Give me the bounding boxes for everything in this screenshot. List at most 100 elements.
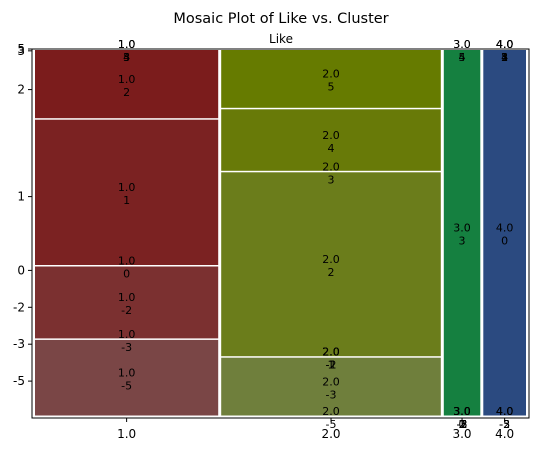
cell-label-like: 3.0 xyxy=(453,38,471,51)
cell-label-like: 4.0 xyxy=(496,38,514,51)
y-tick-label: 3 xyxy=(17,44,25,58)
chart-title: Mosaic Plot of Like vs. Cluster xyxy=(173,11,388,27)
mosaic-cell-2.0-2 xyxy=(221,172,441,357)
mosaic-cell-labels: 1.0-51.0-31.0-21.001.011.021.031.041.052… xyxy=(118,38,514,431)
cell-label-like: 4.0 xyxy=(496,38,514,51)
cell-label-cluster: 4 xyxy=(459,51,466,64)
cell-label-like: 4.0 xyxy=(496,38,514,51)
cell-label-like: 3.0 xyxy=(453,405,471,418)
cell-label-cluster: 2 xyxy=(501,51,508,64)
cell-label-cluster: 5 xyxy=(328,81,335,94)
cell-label-cluster: 1 xyxy=(328,359,335,372)
mosaic-cell-1.0-2 xyxy=(35,50,219,119)
mosaic-cell-1.0--2 xyxy=(35,266,219,339)
cell-label-like: 2.0 xyxy=(322,375,340,388)
y-tick-label: 1 xyxy=(17,190,25,204)
cell-label-cluster: 0 xyxy=(459,418,466,431)
cell-label-like: 1.0 xyxy=(118,181,136,194)
cell-label-like: 3.0 xyxy=(453,38,471,51)
cell-label-like: 2.0 xyxy=(322,129,340,142)
cell-label-cluster: -3 xyxy=(121,341,132,354)
plot-frame xyxy=(31,48,530,419)
cell-label-like: 3.0 xyxy=(453,405,471,418)
cell-label-cluster: -2 xyxy=(326,359,337,372)
cell-label-like: 3.0 xyxy=(453,405,471,418)
cell-label-cluster: 0 xyxy=(123,268,130,281)
mosaic-cell-2.0-5 xyxy=(221,50,441,108)
cell-label-cluster: 3 xyxy=(328,173,335,186)
mosaic-cell-2.0--3 xyxy=(221,357,441,416)
cell-label-cluster: -5 xyxy=(121,380,132,393)
cell-label-like: 2.0 xyxy=(322,253,340,266)
cell-label-cluster: 0 xyxy=(501,235,508,248)
mosaic-cell-4.0-0 xyxy=(483,50,526,416)
cell-label-like: 1.0 xyxy=(118,38,136,51)
cell-label-like: 1.0 xyxy=(118,367,136,380)
cell-label-cluster: 3 xyxy=(123,51,130,64)
mosaic-cell-1.0-1 xyxy=(35,119,219,265)
cell-label-cluster: -2 xyxy=(457,418,468,431)
cell-label-like: 3.0 xyxy=(453,405,471,418)
cell-label-like: 2.0 xyxy=(322,68,340,81)
cell-label-cluster: -3 xyxy=(499,418,510,431)
cell-label-like: 4.0 xyxy=(496,38,514,51)
x-tick-label: 1.0 xyxy=(117,427,136,441)
cell-label-cluster: -5 xyxy=(457,418,468,431)
mosaic-cell-3.0-3 xyxy=(443,50,481,416)
y-tick-label: 2 xyxy=(17,83,25,97)
x-tick-label: 3.0 xyxy=(452,427,471,441)
cell-label-like: 4.0 xyxy=(496,405,514,418)
cell-label-cluster: 5 xyxy=(459,51,466,64)
cell-label-like: 4.0 xyxy=(496,405,514,418)
cell-label-cluster: 2 xyxy=(459,418,466,431)
cell-label-like: 4.0 xyxy=(496,38,514,51)
cell-label-like: 4.0 xyxy=(496,222,514,235)
cell-label-cluster: 2 xyxy=(123,86,130,99)
cell-label-cluster: 1 xyxy=(501,51,508,64)
mosaic-cell-2.0-4 xyxy=(221,109,441,171)
cell-label-like: 2.0 xyxy=(322,346,340,359)
cell-label-cluster: -2 xyxy=(499,418,510,431)
cell-label-like: 1.0 xyxy=(118,38,136,51)
mosaic-cell-1.0--5 xyxy=(35,339,219,416)
cell-label-cluster: -5 xyxy=(326,418,337,431)
y-tick-label: -3 xyxy=(13,337,25,351)
cell-label-cluster: 3 xyxy=(459,235,466,248)
cell-label-like: 1.0 xyxy=(118,255,136,268)
cell-label-like: 4.0 xyxy=(496,405,514,418)
cell-label-cluster: -1 xyxy=(326,359,337,372)
cell-label-like: 2.0 xyxy=(322,160,340,173)
cell-label-cluster: -3 xyxy=(457,418,468,431)
cell-label-like: 1.0 xyxy=(118,291,136,304)
x-tick-label: 2.0 xyxy=(321,427,340,441)
cell-label-cluster: -5 xyxy=(499,418,510,431)
cell-label-cluster: 5 xyxy=(501,51,508,64)
cell-label-cluster: 1 xyxy=(459,418,466,431)
y-tick-label: -5 xyxy=(13,374,25,388)
cell-label-cluster: 5 xyxy=(123,51,130,64)
cell-label-cluster: 1 xyxy=(123,194,130,207)
cell-label-cluster: 4 xyxy=(501,51,508,64)
cell-label-cluster: -3 xyxy=(326,388,337,401)
y-tick-label: 5 xyxy=(17,42,25,56)
cell-label-like: 2.0 xyxy=(322,405,340,418)
cell-label-cluster: 4 xyxy=(328,142,335,155)
x-tick-label: 4.0 xyxy=(495,427,514,441)
cell-label-cluster: 2 xyxy=(328,266,335,279)
cell-label-like: 1.0 xyxy=(118,38,136,51)
y-tick-label: 0 xyxy=(17,263,25,277)
cell-label-like: 3.0 xyxy=(453,405,471,418)
cell-label-like: 2.0 xyxy=(322,346,340,359)
cell-label-cluster: 4 xyxy=(123,51,130,64)
cell-label-like: 2.0 xyxy=(322,346,340,359)
cell-label-like: 1.0 xyxy=(118,73,136,86)
y-tick-label: -2 xyxy=(13,300,25,314)
cell-label-cluster: 3 xyxy=(501,51,508,64)
top-axis-label: Like xyxy=(269,32,293,46)
cell-label-like: 3.0 xyxy=(453,405,471,418)
cell-label-like: 3.0 xyxy=(453,222,471,235)
cell-label-cluster: -2 xyxy=(121,304,132,317)
